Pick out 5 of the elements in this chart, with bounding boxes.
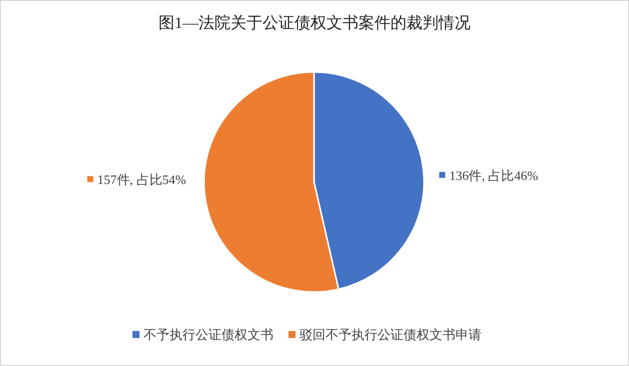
legend-label: 不予执行公证债权文书	[144, 327, 274, 342]
chart-title: 图1—法院关于公证债权文书案件的裁判情况	[158, 14, 470, 32]
legend-label: 驳回不予执行公证债权文书申请	[300, 327, 482, 342]
data-label: 157件, 占比54%	[97, 172, 186, 188]
data-label: 136件, 占比46%	[449, 168, 538, 183]
